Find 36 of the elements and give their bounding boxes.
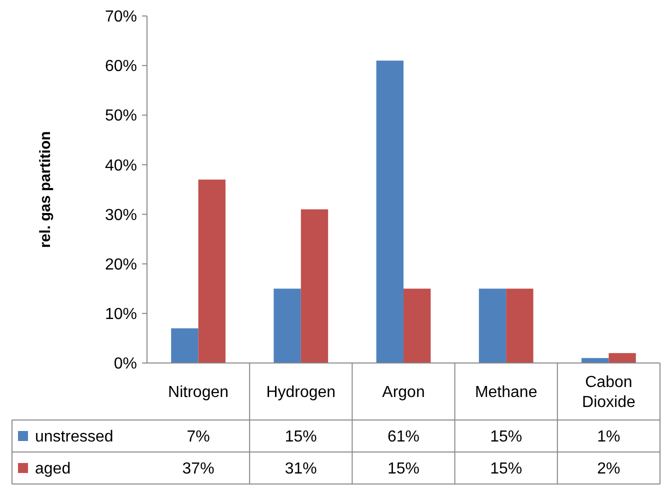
x-tick-label: Methane [474,384,538,402]
bar [404,288,431,363]
data-label: 15% [490,428,522,446]
bar [582,358,609,363]
bar [608,353,636,363]
bar [376,60,404,363]
x-tick-label: Argon [382,384,425,402]
x-tick-label: Nitrogen [168,384,229,402]
x-tick-label: Cabon Dioxide [582,374,636,412]
data-label: 7% [186,428,210,446]
legend-label: aged [35,460,71,478]
data-label: 2% [597,460,620,478]
y-tick-label: 20% [104,256,137,274]
y-tick-label: 70% [104,8,137,26]
y-tick-label: 10% [104,306,137,324]
bar [300,209,328,363]
data-label: 15% [284,428,317,446]
y-tick-label: 40% [104,157,137,174]
bar [274,288,301,363]
y-tick-label: 50% [104,108,137,125]
bar [506,288,534,363]
y-tick-label: 0% [114,356,137,373]
y-axis-title: rel. gas partition [37,131,54,248]
data-label: 31% [284,460,317,478]
bar [478,288,506,363]
y-tick-label: 30% [104,206,137,224]
data-label: 15% [387,460,420,478]
data-label: 1% [597,428,620,446]
data-label: 37% [182,460,214,478]
data-label: 15% [490,460,522,478]
bar [171,328,198,363]
legend-label: unstressed [35,428,114,446]
x-tick-label: Hydrogen [266,384,336,402]
bar [198,180,226,363]
y-tick-label: 60% [104,58,137,76]
data-label: 61% [387,428,420,446]
